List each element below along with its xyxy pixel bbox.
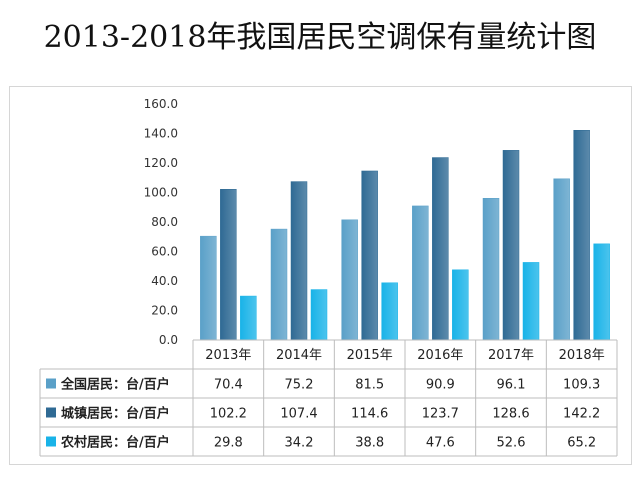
- data-label: 96.1: [497, 378, 526, 393]
- data-label: 75.2: [285, 378, 314, 393]
- bar-s1-c2: [361, 170, 378, 341]
- legend-label: 城镇居民：台/百户: [61, 406, 170, 422]
- x-tick-label: 2013年: [205, 348, 251, 363]
- y-tick-label: 100.0: [144, 186, 178, 200]
- bar-s1-c1: [290, 181, 308, 341]
- bar-s2-c3: [452, 269, 469, 341]
- bar-s0-c1: [270, 228, 288, 341]
- bar-s0-c5: [553, 178, 570, 341]
- x-tick-label: 2014年: [276, 348, 322, 363]
- legend-label: 农村居民：台/百户: [60, 435, 170, 451]
- bar-s2-c1: [310, 289, 328, 341]
- x-tick-label: 2017年: [488, 348, 534, 363]
- bar-s2-c5: [593, 243, 610, 341]
- chart-title: 2013-2018年我国居民空调保有量统计图: [43, 20, 597, 55]
- x-tick-label: 2015年: [347, 348, 393, 363]
- data-label: 142.2: [563, 407, 600, 422]
- bar-s0-c0: [200, 235, 217, 341]
- y-tick-label: 120.0: [144, 156, 178, 170]
- bar-s1-c3: [432, 157, 449, 341]
- data-label: 114.6: [351, 407, 388, 422]
- data-label: 65.2: [567, 436, 596, 451]
- y-tick-label: 60.0: [151, 245, 178, 259]
- x-tick-label: 2016年: [417, 348, 463, 363]
- y-tick-label: 0.0: [159, 333, 178, 347]
- data-label: 90.9: [426, 378, 455, 393]
- bar-s0-c2: [341, 219, 358, 341]
- bar-s2-c4: [522, 262, 540, 341]
- data-label: 109.3: [563, 378, 600, 393]
- data-label: 70.4: [214, 378, 243, 393]
- legend-key-s2: [46, 436, 56, 447]
- bar-s1-c0: [220, 189, 237, 341]
- data-label: 128.6: [492, 407, 529, 422]
- y-tick-label: 80.0: [151, 215, 178, 229]
- bar-s1-c5: [573, 130, 590, 341]
- data-label: 123.7: [422, 407, 459, 422]
- data-label: 102.2: [210, 407, 247, 422]
- y-tick-label: 20.0: [151, 304, 178, 318]
- legend-key-s0: [46, 378, 56, 389]
- data-label: 38.8: [355, 436, 384, 451]
- data-label: 81.5: [355, 378, 384, 393]
- data-label: 29.8: [214, 436, 243, 451]
- bar-s0-c3: [412, 205, 429, 341]
- bar-s1-c4: [502, 150, 520, 341]
- legend-key-s1: [46, 407, 56, 418]
- y-tick-label: 160.0: [144, 97, 178, 111]
- bar-s0-c4: [482, 198, 500, 341]
- bar-s2-c0: [240, 295, 257, 341]
- data-label: 52.6: [497, 436, 526, 451]
- data-label: 34.2: [285, 436, 314, 451]
- data-label: 47.6: [426, 436, 455, 451]
- y-tick-label: 40.0: [151, 274, 178, 288]
- legend-label: 全国居民：台/百户: [60, 377, 170, 393]
- bar-s2-c2: [381, 282, 398, 341]
- data-label: 107.4: [280, 407, 317, 422]
- y-tick-label: 140.0: [144, 127, 178, 141]
- x-tick-label: 2018年: [559, 348, 605, 363]
